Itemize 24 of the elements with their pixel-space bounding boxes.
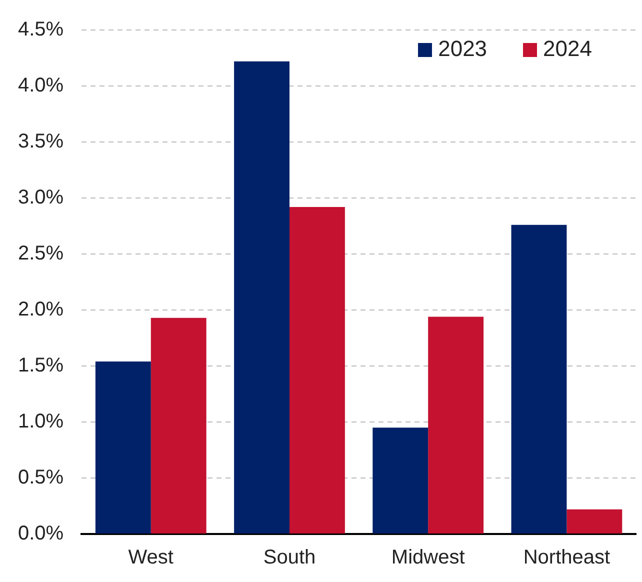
y-tick-label: 3.0% [18, 186, 64, 209]
y-tick-label: 4.0% [18, 74, 64, 97]
bar [428, 316, 484, 534]
y-tick-label: 4.5% [18, 18, 64, 41]
bar [289, 206, 345, 534]
x-tick-label: South [263, 546, 316, 569]
bar [150, 318, 206, 534]
y-tick-label: 3.5% [18, 130, 64, 153]
legend-label: 2024 [543, 36, 592, 61]
y-tick-label: 1.0% [18, 410, 64, 433]
y-tick-label: 1.5% [18, 354, 64, 377]
y-tick-label: 0.0% [18, 522, 64, 545]
y-tick-label: 2.0% [18, 298, 64, 321]
bar [511, 224, 567, 534]
x-tick-label: West [128, 546, 174, 569]
x-tick-label: Northeast [523, 546, 610, 569]
y-tick-label: 2.5% [18, 242, 64, 265]
bar [566, 509, 622, 534]
bar [234, 61, 290, 534]
x-tick-label: Midwest [391, 546, 466, 569]
bar [372, 428, 428, 534]
legend-label: 2023 [438, 36, 488, 61]
y-tick-label: 0.5% [18, 466, 64, 489]
bar [95, 362, 151, 534]
